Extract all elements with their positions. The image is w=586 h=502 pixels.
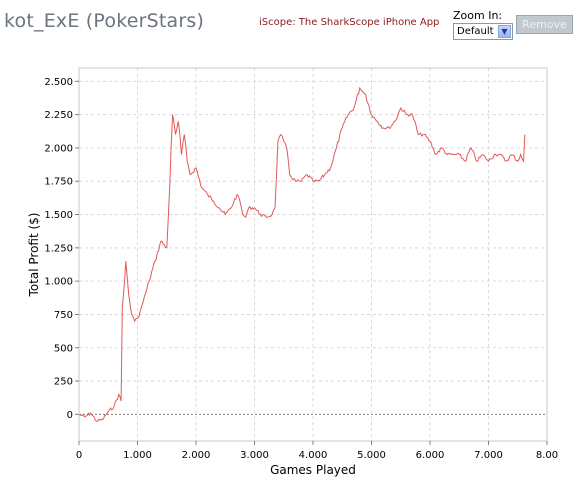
- x-tick-label: 7.000: [474, 450, 503, 461]
- zoom-in-select-value: Default: [457, 26, 494, 37]
- x-tick-label: 5.000: [357, 450, 386, 461]
- x-tick-label: 4.000: [299, 450, 328, 461]
- page-title: kot_ExE (PokerStars): [4, 10, 205, 32]
- remove-button[interactable]: Remove: [516, 15, 573, 34]
- zoom-in-label: Zoom In:: [453, 9, 503, 22]
- y-tick-label: 1.500: [44, 210, 73, 221]
- x-tick-label: 6.000: [416, 450, 445, 461]
- x-tick-label: 8.00: [536, 450, 558, 461]
- x-tick-label: 0: [76, 450, 82, 461]
- x-axis: 0 1.000 2.000 3.000 4.000 5.000 6.000 7.000 8.00: [76, 441, 558, 461]
- y-tick-label: 1.000: [44, 277, 73, 288]
- x-tick-label: 3.000: [240, 450, 269, 461]
- y-axis: 0 250 500 750 1.000 1.250 1.500 1.750 2.000 2.250…: [44, 77, 79, 421]
- y-tick-label: 250: [54, 377, 73, 388]
- profit-line: [78, 86, 526, 422]
- iscope-promo-link[interactable]: iScope: The SharkScope iPhone App: [259, 17, 440, 28]
- chevron-down-icon[interactable]: ▼: [498, 25, 511, 38]
- x-tick-label: 1.000: [123, 450, 152, 461]
- x-tick-label: 2.000: [182, 450, 211, 461]
- y-tick-label: 750: [54, 310, 73, 321]
- y-tick-label: 1.750: [44, 177, 73, 188]
- y-axis-label: Total Profit ($): [27, 213, 41, 298]
- y-tick-label: 1.250: [44, 243, 73, 254]
- y-tick-label: 2.250: [44, 110, 73, 121]
- y-tick-label: 2.000: [44, 143, 73, 154]
- y-tick-label: 2.500: [44, 77, 73, 88]
- y-tick-label: 500: [54, 343, 73, 354]
- y-tick-label: 0: [67, 410, 73, 421]
- x-axis-label: Games Played: [270, 463, 356, 477]
- grid: [79, 68, 548, 441]
- zoom-in-select[interactable]: Default ▼: [453, 23, 513, 40]
